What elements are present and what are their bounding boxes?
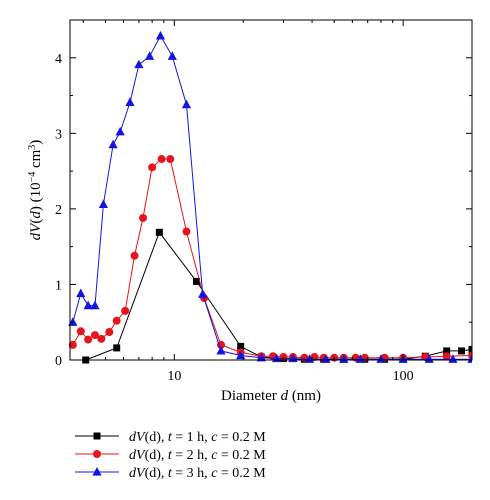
data-point	[304, 354, 315, 363]
data-point	[105, 328, 114, 337]
legend-marker	[93, 432, 101, 440]
data-point	[139, 213, 148, 222]
data-point	[468, 345, 472, 353]
data-point	[192, 277, 200, 285]
data-point	[155, 228, 163, 236]
data-point	[112, 316, 121, 325]
data-point	[216, 345, 226, 355]
data-point	[83, 300, 93, 310]
data-point	[155, 30, 166, 40]
data-point	[217, 340, 226, 349]
data-point	[181, 99, 192, 109]
data-point	[108, 139, 118, 149]
data-point	[167, 51, 177, 60]
series-line	[72, 34, 472, 360]
y-axis-title: dV(d) (10−4 cm3)	[27, 140, 45, 241]
plot-frame	[69, 19, 473, 361]
data-point	[76, 288, 86, 298]
y-tick-label: 2	[55, 203, 62, 218]
data-point	[339, 354, 349, 363]
data-point	[157, 155, 166, 164]
data-point	[458, 347, 466, 355]
legend-entry-3: dV(d), t = 3 h, c = 0.2 M	[75, 466, 266, 481]
data-point	[115, 126, 125, 136]
data-point	[90, 300, 100, 310]
data-point	[236, 350, 246, 360]
data-point	[68, 340, 77, 349]
data-point	[113, 344, 121, 352]
x-axis-title: Diameter d (nm)	[221, 388, 321, 404]
x-tick-label: 10	[167, 369, 181, 384]
data-point	[148, 163, 157, 172]
data-point	[442, 352, 451, 361]
data-point	[97, 334, 106, 343]
data-point	[198, 289, 208, 298]
data-point	[448, 354, 458, 363]
y-tick-label: 1	[55, 278, 62, 293]
legend-label: dV(d), t = 2 h, c = 0.2 M	[129, 448, 266, 463]
data-point	[355, 354, 365, 363]
data-point	[321, 354, 331, 363]
data-point	[84, 335, 93, 344]
data-point	[134, 59, 144, 69]
data-point	[76, 327, 85, 336]
data-point	[121, 306, 130, 315]
data-point	[256, 352, 266, 362]
legend-entry-1: dV(d), t = 1 h, c = 0.2 M	[75, 430, 266, 445]
legend-marker	[92, 467, 102, 476]
data-point	[443, 347, 451, 355]
data-point	[182, 227, 191, 236]
y-tick-label: 4	[55, 52, 62, 67]
series-2	[68, 155, 472, 362]
series-line	[85, 231, 472, 361]
data-point	[424, 354, 434, 363]
data-point	[125, 97, 135, 106]
data-point	[237, 342, 245, 350]
data-point	[98, 199, 109, 208]
legend-marker	[93, 450, 101, 458]
legend-label: dV(d), t = 3 h, c = 0.2 M	[129, 466, 266, 481]
data-point	[166, 155, 175, 164]
data-point	[90, 331, 99, 340]
legend-entry-2: dV(d), t = 2 h, c = 0.2 M	[75, 448, 266, 463]
x-tick-label: 100	[393, 369, 414, 384]
series-1	[82, 228, 472, 364]
data-point	[130, 251, 139, 260]
data-point	[467, 354, 472, 363]
data-point	[145, 51, 155, 60]
y-tick-label: 3	[55, 127, 62, 142]
y-tick-label: 0	[55, 354, 62, 369]
legend-label: dV(d), t = 1 h, c = 0.2 M	[129, 430, 266, 445]
